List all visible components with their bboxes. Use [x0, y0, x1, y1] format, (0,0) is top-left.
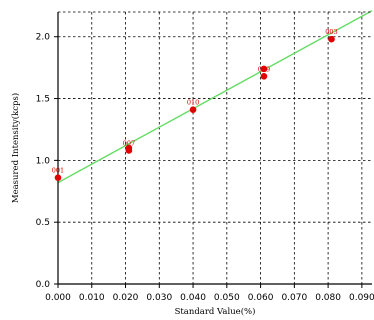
data-point	[260, 65, 268, 73]
x-tick-label: 0.020	[113, 293, 139, 303]
x-tick-label: 0.010	[79, 293, 105, 303]
x-tick-label: 0.030	[146, 293, 172, 303]
point-label: 001	[52, 167, 64, 175]
data-point	[54, 174, 62, 181]
point-label: 003	[325, 28, 337, 36]
y-axis-title: Measured Intensity(kcps)	[10, 93, 21, 203]
data-point	[260, 72, 268, 80]
point-label: 009	[258, 65, 270, 73]
point-labels: 001 007 010 009 003	[52, 28, 338, 174]
point-label: 007	[123, 139, 135, 147]
x-tick-label: 0.070	[281, 293, 307, 303]
x-tick-label: 0.040	[180, 293, 206, 303]
grid	[58, 12, 372, 284]
x-tick-label: 0.060	[248, 293, 274, 303]
data-point	[125, 144, 133, 152]
axes	[54, 11, 372, 288]
y-tick-label: 1.0	[36, 156, 51, 166]
fit-line-group	[57, 10, 373, 184]
x-axis-title: Standard Value(%)	[175, 306, 256, 317]
data-point	[328, 35, 335, 43]
y-tick-label: 0.5	[36, 218, 50, 228]
fit-line	[57, 10, 373, 184]
x-tick-label: 0.050	[214, 293, 240, 303]
data-points	[54, 35, 335, 181]
y-tick-label: 0.0	[36, 280, 51, 290]
x-tick-label: 0.000	[45, 293, 71, 303]
tick-labels: 0.000 0.010 0.020 0.030 0.040 0.050 0.060 0.070…	[36, 33, 374, 303]
point-label: 010	[187, 99, 199, 107]
y-tick-label: 2.0	[36, 33, 51, 43]
data-point	[189, 106, 197, 113]
y-tick-label: 1.5	[36, 95, 50, 105]
x-tick-label: 0.080	[315, 293, 341, 303]
x-tick-label: 0.090	[349, 293, 374, 303]
